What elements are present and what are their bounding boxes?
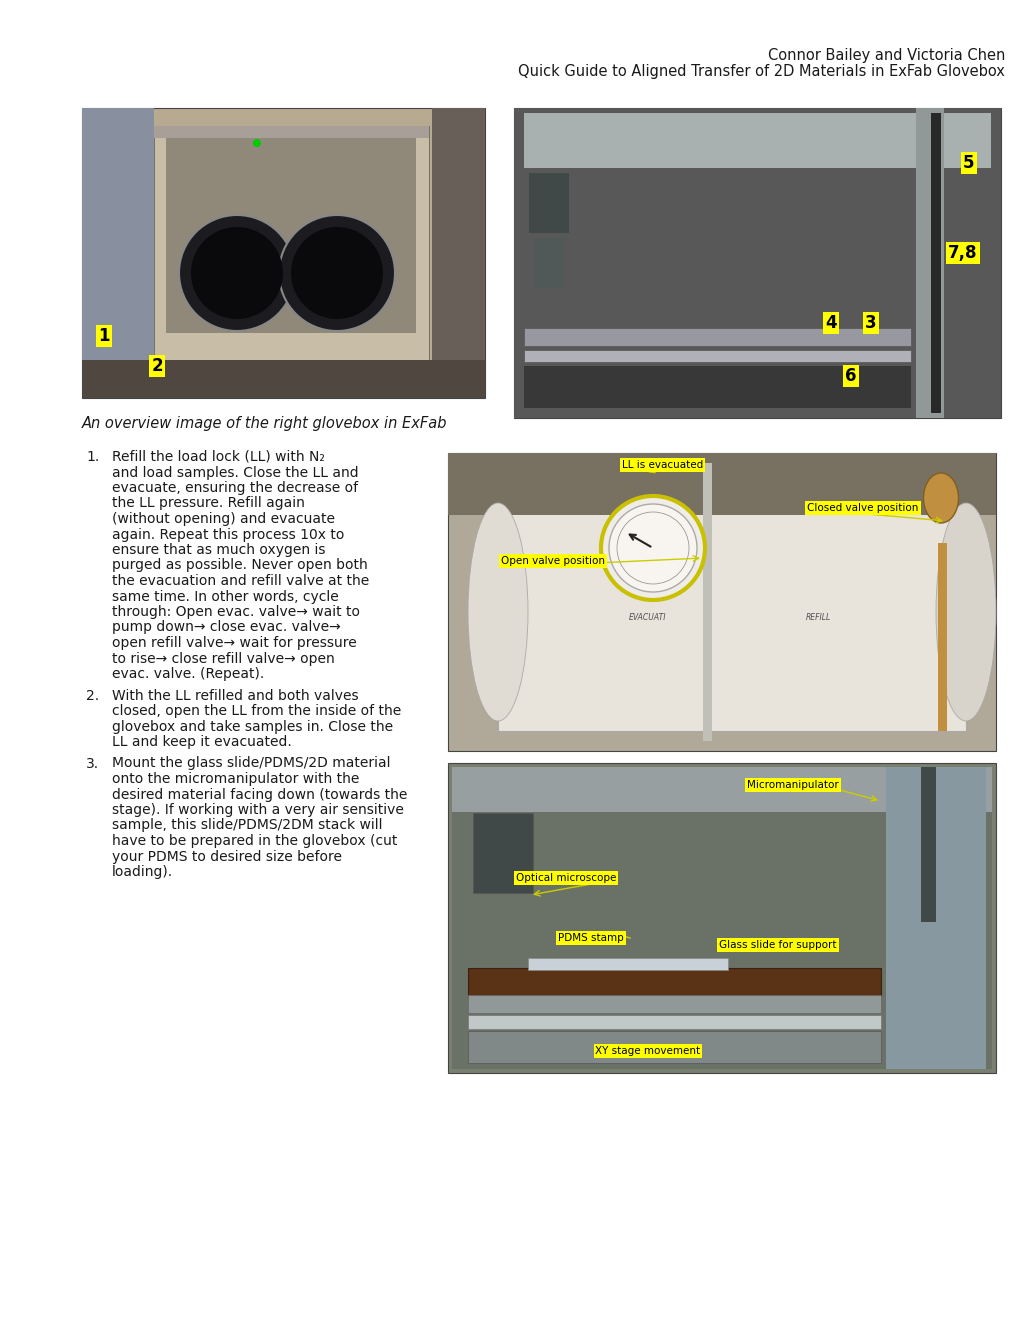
Bar (524, 114, 990, 168)
Text: Closed valve position: Closed valve position (806, 503, 918, 513)
Text: LL and keep it evacuated.: LL and keep it evacuated. (112, 735, 291, 748)
Text: PDMS stamp: PDMS stamp (557, 933, 624, 942)
Text: evac. valve. (Repeat).: evac. valve. (Repeat). (112, 667, 264, 681)
Text: pump down→ close evac. valve→: pump down→ close evac. valve→ (112, 620, 340, 635)
Bar (937, 543, 946, 731)
Text: 3: 3 (864, 314, 876, 333)
Text: Connor Bailey and Victoria Chen: Connor Bailey and Victoria Chen (767, 48, 1004, 63)
Bar (534, 238, 564, 288)
Circle shape (191, 227, 282, 319)
Text: 3.: 3. (86, 756, 99, 771)
Text: 2.: 2. (86, 689, 99, 702)
Text: 2: 2 (151, 356, 163, 375)
Bar (524, 327, 910, 346)
Text: loading).: loading). (112, 865, 173, 879)
Ellipse shape (922, 473, 958, 523)
Text: 4: 4 (824, 314, 836, 333)
Circle shape (600, 496, 704, 601)
Bar (524, 366, 910, 408)
Bar (514, 108, 1000, 418)
Circle shape (178, 215, 294, 331)
Bar (702, 463, 711, 741)
Bar (447, 453, 995, 751)
Circle shape (253, 139, 261, 147)
Text: An overview image of the right glovebox in ExFab: An overview image of the right glovebox … (82, 416, 447, 432)
Text: purged as possible. Never open both: purged as possible. Never open both (112, 558, 368, 573)
Text: 5: 5 (962, 154, 974, 172)
Bar (154, 125, 429, 139)
Text: Open valve position: Open valve position (500, 556, 604, 566)
Ellipse shape (468, 503, 528, 721)
Text: and load samples. Close the LL and: and load samples. Close the LL and (112, 466, 359, 479)
Text: to rise→ close refill valve→ open: to rise→ close refill valve→ open (112, 652, 334, 665)
Text: ensure that as much oxygen is: ensure that as much oxygen is (112, 543, 325, 557)
Text: onto the micromanipulator with the: onto the micromanipulator with the (112, 772, 359, 785)
Bar (468, 968, 880, 997)
Bar (451, 767, 991, 1069)
Bar (886, 767, 985, 1069)
Text: closed, open the LL from the inside of the: closed, open the LL from the inside of t… (112, 704, 400, 718)
Text: EVACUATI: EVACUATI (629, 612, 666, 622)
Bar (447, 763, 995, 1073)
Ellipse shape (935, 503, 995, 721)
Bar (920, 767, 935, 921)
Text: desired material facing down (towards the: desired material facing down (towards th… (112, 788, 407, 801)
Text: the evacuation and refill valve at the: the evacuation and refill valve at the (112, 574, 369, 587)
Text: Micromanipulator: Micromanipulator (746, 780, 838, 789)
Circle shape (290, 227, 382, 319)
Bar (468, 995, 880, 1012)
Circle shape (279, 215, 394, 331)
Text: LL is evacuated: LL is evacuated (622, 459, 703, 470)
Text: (without opening) and evacuate: (without opening) and evacuate (112, 512, 334, 525)
Bar (154, 125, 429, 381)
Text: through: Open evac. valve→ wait to: through: Open evac. valve→ wait to (112, 605, 360, 619)
Bar (497, 513, 965, 731)
Text: REFILL: REFILL (805, 612, 829, 622)
Circle shape (608, 504, 696, 591)
Bar (473, 813, 533, 894)
Bar (524, 350, 910, 362)
Bar (82, 360, 484, 399)
Bar (451, 767, 991, 812)
Bar (82, 108, 154, 399)
Text: 7,8: 7,8 (948, 244, 977, 261)
Bar (915, 108, 943, 418)
Bar (447, 453, 995, 515)
Text: your PDMS to desired size before: your PDMS to desired size before (112, 850, 341, 863)
Text: stage). If working with a very air sensitive: stage). If working with a very air sensi… (112, 803, 404, 817)
Text: sample, this slide/PDMS/2DM stack will: sample, this slide/PDMS/2DM stack will (112, 818, 382, 833)
Text: Optical microscope: Optical microscope (516, 873, 615, 883)
Text: 6: 6 (845, 367, 856, 385)
Bar (468, 1031, 880, 1063)
Bar (468, 1015, 880, 1030)
Text: XY stage movement: XY stage movement (595, 1045, 700, 1056)
Text: 1.: 1. (86, 450, 99, 465)
Bar (82, 108, 484, 399)
Text: With the LL refilled and both valves: With the LL refilled and both valves (112, 689, 359, 702)
Text: evacuate, ensuring the decrease of: evacuate, ensuring the decrease of (112, 480, 358, 495)
Text: glovebox and take samples in. Close the: glovebox and take samples in. Close the (112, 719, 392, 734)
Bar (432, 108, 484, 360)
Text: have to be prepared in the glovebox (cut: have to be prepared in the glovebox (cut (112, 834, 397, 847)
Text: Mount the glass slide/PDMS/2D material: Mount the glass slide/PDMS/2D material (112, 756, 390, 771)
Text: again. Repeat this process 10x to: again. Repeat this process 10x to (112, 528, 344, 541)
Bar (514, 108, 1000, 418)
Text: Quick Guide to Aligned Transfer of 2D Materials in ExFab Glovebox: Quick Guide to Aligned Transfer of 2D Ma… (518, 63, 1004, 79)
Bar (930, 114, 941, 413)
Text: 1: 1 (98, 327, 110, 345)
Bar (166, 139, 416, 333)
Text: Refill the load lock (LL) with N₂: Refill the load lock (LL) with N₂ (112, 450, 325, 465)
Text: same time. In other words, cycle: same time. In other words, cycle (112, 590, 338, 603)
Text: open refill valve→ wait for pressure: open refill valve→ wait for pressure (112, 636, 357, 649)
Text: Glass slide for support: Glass slide for support (718, 940, 836, 950)
Bar (529, 173, 569, 234)
Text: the LL pressure. Refill again: the LL pressure. Refill again (112, 496, 305, 511)
Bar (528, 958, 728, 970)
